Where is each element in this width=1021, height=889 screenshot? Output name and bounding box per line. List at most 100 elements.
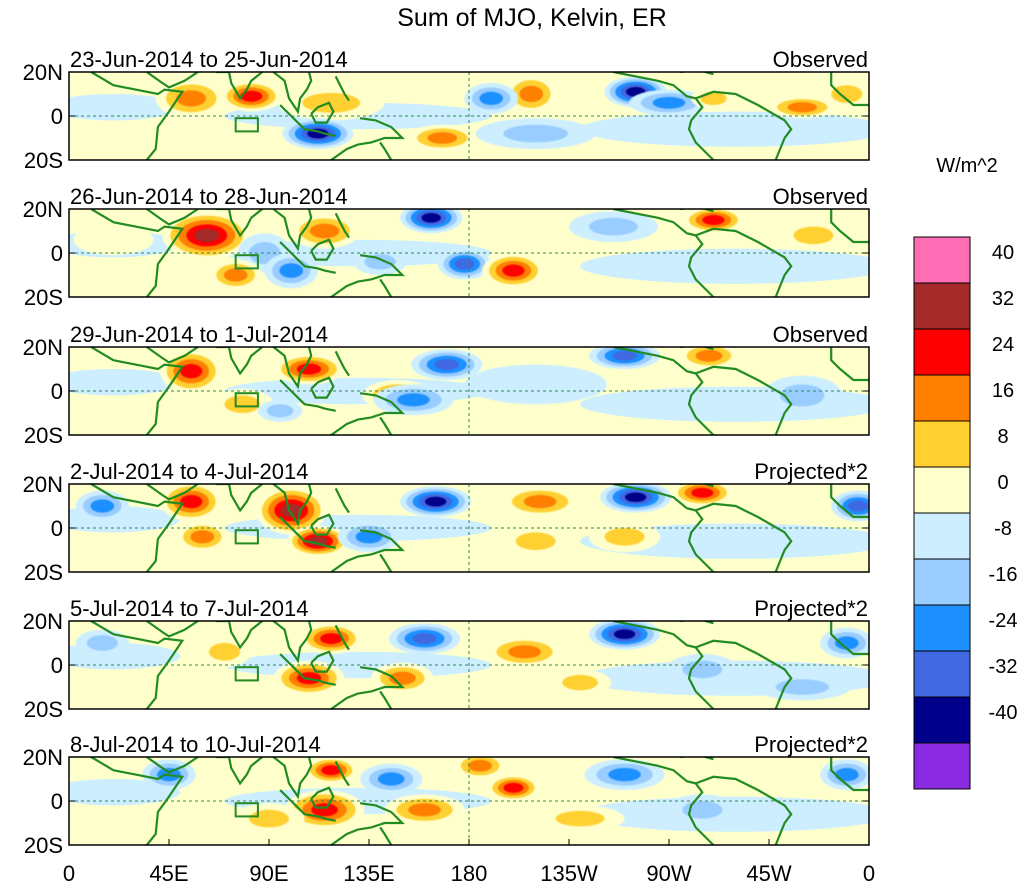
coastline <box>330 254 405 297</box>
coastline <box>334 75 350 102</box>
coastline <box>310 101 335 124</box>
anomaly-contour <box>279 263 304 278</box>
map-panel: 20N 0 20S 23-Jun-2014 to 25-Jun-2014 Observe… <box>23 47 870 173</box>
coastline <box>695 227 793 297</box>
colorbar-tick-label: 40 <box>992 242 1014 264</box>
anomaly-contour <box>834 636 859 650</box>
anomaly-contour <box>702 215 725 225</box>
coastline <box>272 209 313 252</box>
anomaly-contour <box>427 132 458 144</box>
panel-date-range: 2-Jul-2014 to 4-Jul-2014 <box>70 459 308 484</box>
coastline <box>146 484 199 501</box>
coastline <box>334 212 350 239</box>
coastline <box>379 553 393 572</box>
anomaly-contour <box>652 96 686 109</box>
coastline <box>310 238 335 261</box>
colorbar-swatch <box>913 236 971 284</box>
colorbar-tick-label: -32 <box>989 656 1018 678</box>
anomaly-contour <box>249 809 289 828</box>
coastline <box>310 786 335 809</box>
anomaly-contour <box>612 350 637 361</box>
y-tick-label: 0 <box>51 789 63 814</box>
y-tick-label: 20N <box>23 197 63 222</box>
anomaly-contour <box>503 782 524 793</box>
map-panels: 20N 0 20S 23-Jun-2014 to 25-Jun-2014 Observe… <box>23 47 870 858</box>
coastline <box>272 757 313 800</box>
coastline <box>330 117 405 160</box>
y-tick-label: 20S <box>24 423 63 448</box>
anomaly-contour <box>320 633 343 645</box>
region-box <box>234 254 259 270</box>
anomaly-contour <box>468 759 492 772</box>
coastline <box>215 72 263 101</box>
anomaly-contour <box>580 386 869 422</box>
region-box <box>234 392 259 408</box>
coastline <box>695 365 793 435</box>
coastline <box>613 757 715 845</box>
coastline <box>334 487 350 514</box>
coastline <box>695 502 793 572</box>
coastline <box>310 513 335 536</box>
map-panel: 20N 0 20S 2-Jul-2014 to 4-Jul-2014 Projected… <box>23 459 870 585</box>
x-tick-label: 180 <box>451 861 488 886</box>
y-tick-label: 0 <box>51 241 63 266</box>
colorbar-swatch <box>913 374 971 422</box>
y-tick-label: 20N <box>23 745 63 770</box>
anomaly-contour <box>397 393 430 407</box>
coastline <box>830 209 869 244</box>
anomaly-contour <box>377 772 405 786</box>
coastline <box>272 72 313 115</box>
coastline <box>334 350 350 377</box>
coastline <box>334 624 350 651</box>
anomaly-contour <box>831 85 863 103</box>
coastline <box>379 690 393 709</box>
coastline <box>830 621 869 656</box>
anomaly-contour <box>682 801 723 819</box>
panel-date-range: 26-Jun-2014 to 28-Jun-2014 <box>70 184 348 209</box>
anomaly-contour <box>434 359 459 371</box>
colorbar-tick-label: 16 <box>992 380 1014 402</box>
coastline <box>90 209 185 297</box>
coastline <box>215 209 263 238</box>
coastline <box>146 621 199 638</box>
anomaly-contour <box>302 92 361 113</box>
coastline <box>215 347 263 376</box>
colorbar-swatch <box>913 512 971 560</box>
map-panel: 20N 0 20S 29-Jun-2014 to 1-Jul-2014 Observed <box>23 322 870 448</box>
coastline <box>830 484 869 519</box>
anomaly-contour <box>425 496 447 507</box>
coastline <box>334 760 350 787</box>
coastline <box>330 802 405 845</box>
panel-type-label: Projected*2 <box>754 459 868 484</box>
coastline <box>613 484 715 572</box>
coastline <box>830 347 869 382</box>
coastline <box>379 278 393 297</box>
x-tick-label: 45W <box>746 861 791 886</box>
colorbar-swatch <box>913 328 971 376</box>
anomaly-contour <box>608 768 641 782</box>
y-tick-label: 0 <box>51 516 63 541</box>
anomaly-contour <box>296 363 322 375</box>
anomaly-contour <box>86 635 118 651</box>
coastline <box>90 484 185 572</box>
anomaly-contour <box>266 404 294 418</box>
anomaly-contour <box>223 268 248 282</box>
colorbar: 40 32 24 16 8 0 -8 -16 -24 -32 -40 <box>913 236 1018 790</box>
anomaly-contour <box>240 90 263 102</box>
y-tick-label: 20N <box>23 472 63 497</box>
panel-type-label: Observed <box>773 184 868 209</box>
anomaly-contour <box>209 643 241 661</box>
coastline <box>146 72 199 89</box>
x-tick-label: 135W <box>540 861 598 886</box>
anomaly-contour <box>508 645 541 659</box>
coastline <box>146 209 199 226</box>
anomaly-contour <box>580 111 869 147</box>
anomaly-contour <box>580 248 869 284</box>
coastline <box>830 757 869 792</box>
coastline <box>379 826 393 845</box>
anomaly-contour <box>224 395 261 414</box>
coastline <box>272 621 313 664</box>
anomaly-contour <box>775 679 829 695</box>
panel-type-label: Projected*2 <box>754 596 868 621</box>
